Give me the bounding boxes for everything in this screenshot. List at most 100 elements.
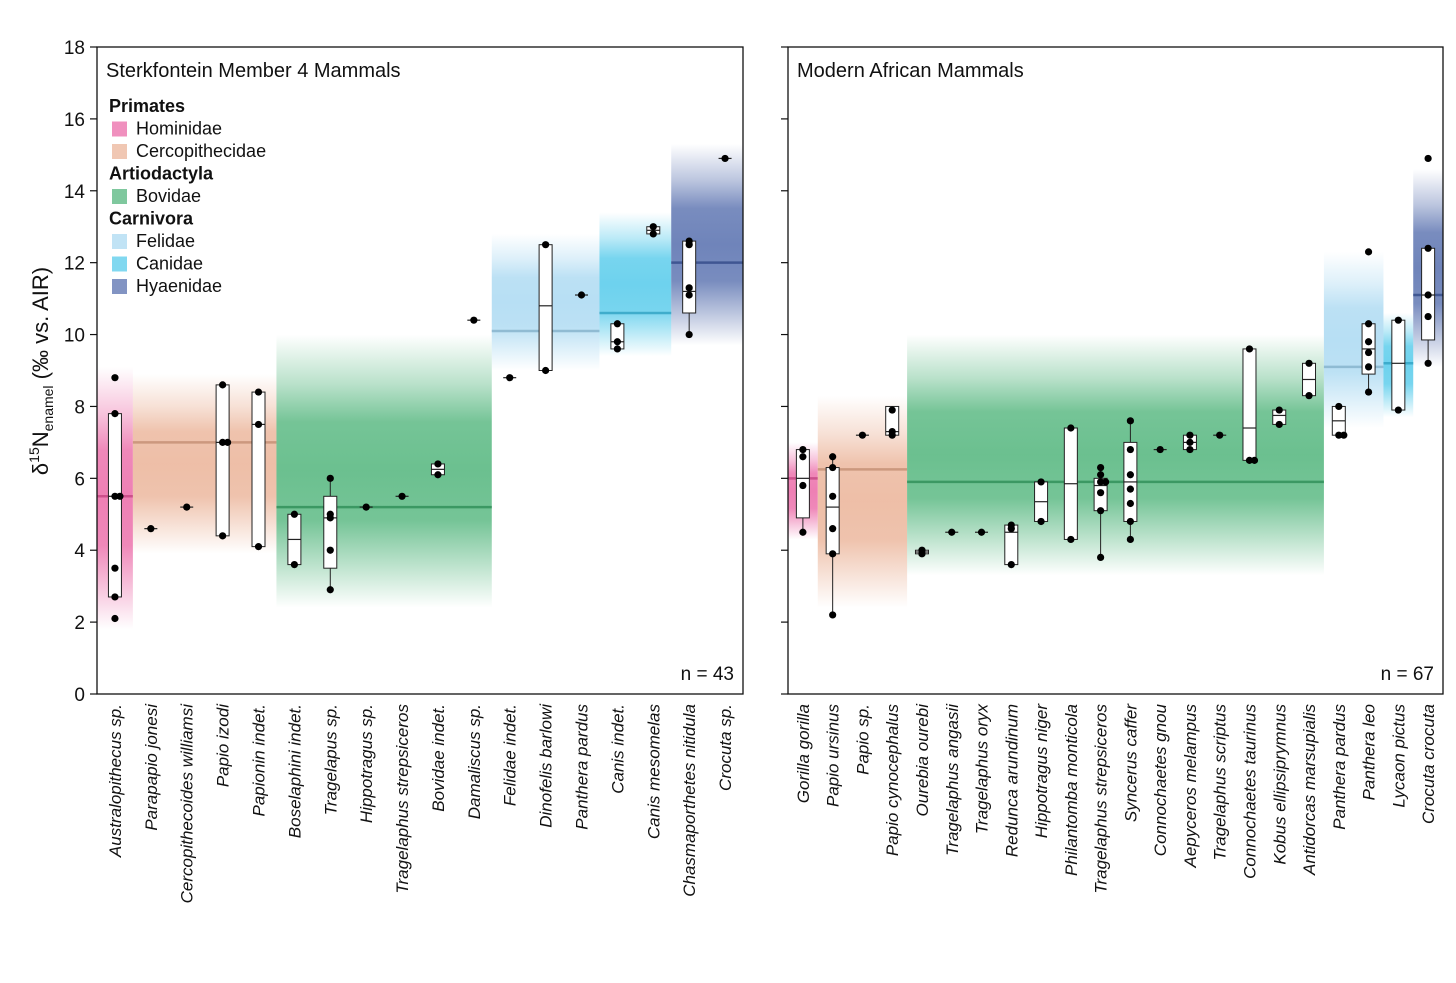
data-point bbox=[1126, 471, 1134, 479]
data-point bbox=[829, 492, 837, 500]
category-label: Panthera leo bbox=[1360, 704, 1379, 800]
box-chasmaporthetes-nitidula bbox=[682, 237, 697, 339]
data-point bbox=[613, 338, 621, 346]
box-iqr bbox=[538, 244, 553, 371]
data-point bbox=[977, 528, 986, 536]
sample-size-label: n = 67 bbox=[1381, 664, 1434, 685]
box-canis-indet bbox=[610, 320, 625, 353]
data-point bbox=[918, 550, 926, 558]
data-point bbox=[219, 532, 227, 540]
data-point bbox=[1186, 431, 1194, 439]
data-point bbox=[1424, 291, 1432, 299]
data-point bbox=[1037, 478, 1045, 486]
data-point bbox=[1007, 561, 1015, 569]
category-label: Syncerus caffer bbox=[1121, 703, 1140, 822]
category-label: Redunca arundinum bbox=[1002, 704, 1021, 857]
data-point bbox=[1067, 535, 1075, 544]
data-point bbox=[111, 410, 119, 418]
data-point bbox=[577, 291, 586, 299]
legend-label-hominidae: Hominidae bbox=[136, 119, 222, 139]
box-iqr bbox=[825, 467, 840, 555]
category-label: Panthera pardus bbox=[1330, 704, 1349, 830]
category-label: Lycaon pictus bbox=[1389, 704, 1408, 808]
data-point bbox=[799, 453, 807, 461]
legend-label-felidae: Felidae bbox=[136, 231, 195, 251]
category-label: Papio izodi bbox=[214, 703, 233, 787]
data-point bbox=[542, 366, 550, 375]
y-axis-label: δ15Nenamel (‰ vs. AIR) bbox=[26, 267, 56, 475]
data-point bbox=[1364, 388, 1373, 396]
category-label: Tragelaphus strepsiceros bbox=[1092, 704, 1111, 894]
box-aepyceros-melampus bbox=[1182, 431, 1197, 454]
box-papio-izodi bbox=[215, 381, 232, 540]
data-point bbox=[1216, 431, 1224, 439]
panel-title: Sterkfontein Member 4 Mammals bbox=[106, 60, 401, 82]
category-label: Boselaphini indet. bbox=[285, 704, 304, 838]
legend-heading: Carnivora bbox=[109, 209, 194, 229]
category-label: Papio cynocephalus bbox=[883, 704, 902, 857]
y-tick-label: 4 bbox=[74, 541, 85, 562]
data-point bbox=[1424, 359, 1432, 367]
data-point bbox=[434, 460, 442, 468]
data-point bbox=[1364, 363, 1373, 371]
data-point bbox=[1097, 553, 1105, 562]
category-label: Bovidae indet. bbox=[429, 704, 448, 812]
data-point bbox=[1364, 248, 1373, 256]
category-label: Crocuta sp. bbox=[716, 704, 735, 791]
data-point bbox=[1126, 485, 1134, 493]
category-label: Canis indet. bbox=[608, 704, 627, 794]
legend-label-bovidae: Bovidae bbox=[136, 186, 201, 206]
data-point bbox=[1335, 431, 1343, 439]
data-point bbox=[326, 474, 334, 482]
box-kobus-ellipsiprymnus bbox=[1272, 406, 1287, 429]
category-label: Panthera pardus bbox=[573, 704, 592, 830]
data-point bbox=[254, 420, 263, 429]
legend-swatch-canidae bbox=[112, 256, 127, 272]
category-label: Damaliscus sp. bbox=[465, 704, 484, 819]
plot-frame bbox=[787, 46, 1444, 695]
data-point bbox=[1364, 320, 1373, 328]
box-felidae-indet bbox=[503, 374, 517, 382]
data-point bbox=[1186, 445, 1194, 454]
category-label: Aepyceros melampus bbox=[1181, 704, 1200, 869]
data-point bbox=[1102, 478, 1110, 486]
data-point bbox=[111, 614, 119, 623]
family-bands bbox=[97, 144, 743, 630]
data-point bbox=[254, 543, 263, 551]
box-panthera-pardus bbox=[1331, 402, 1348, 439]
data-point bbox=[613, 320, 621, 328]
data-point bbox=[1097, 463, 1105, 472]
data-point bbox=[858, 431, 867, 439]
data-point bbox=[1340, 431, 1348, 439]
band-hyaenidae bbox=[671, 144, 743, 346]
panel-modern-african: Gorilla gorilla Papio ursinus Papio sp. Pap… bbox=[781, 46, 1444, 894]
data-point bbox=[434, 471, 442, 479]
data-point bbox=[1364, 348, 1373, 357]
box-papio-cynocephalus bbox=[885, 405, 900, 439]
legend-heading: Primates bbox=[109, 96, 185, 116]
box-papionin-indet bbox=[251, 388, 266, 551]
legend-label-hyaenidae: Hyaenidae bbox=[136, 276, 222, 296]
data-point bbox=[1126, 517, 1134, 526]
data-point bbox=[1394, 406, 1402, 414]
y-tick-label: 8 bbox=[74, 397, 85, 418]
box-iqr bbox=[323, 495, 338, 569]
y-tick-label: 16 bbox=[64, 110, 85, 131]
data-point bbox=[685, 241, 693, 249]
data-point bbox=[1097, 489, 1105, 497]
data-point bbox=[613, 345, 621, 353]
legend-swatch-hominidae bbox=[112, 121, 127, 137]
category-label: Philantomba monticola bbox=[1062, 704, 1081, 876]
data-point bbox=[290, 510, 298, 518]
box-iqr bbox=[1242, 348, 1257, 461]
category-label: Kobus ellipsiprymnus bbox=[1270, 704, 1289, 865]
category-label: Papionin indet. bbox=[250, 704, 269, 816]
data-point bbox=[1245, 345, 1254, 353]
data-point bbox=[1097, 478, 1105, 486]
data-point bbox=[362, 503, 370, 511]
sample-size-label: n = 43 bbox=[681, 664, 734, 685]
data-point bbox=[326, 514, 334, 522]
box-philantomba-monticola bbox=[1063, 424, 1078, 544]
category-label: Tragelapus sp. bbox=[321, 704, 340, 815]
